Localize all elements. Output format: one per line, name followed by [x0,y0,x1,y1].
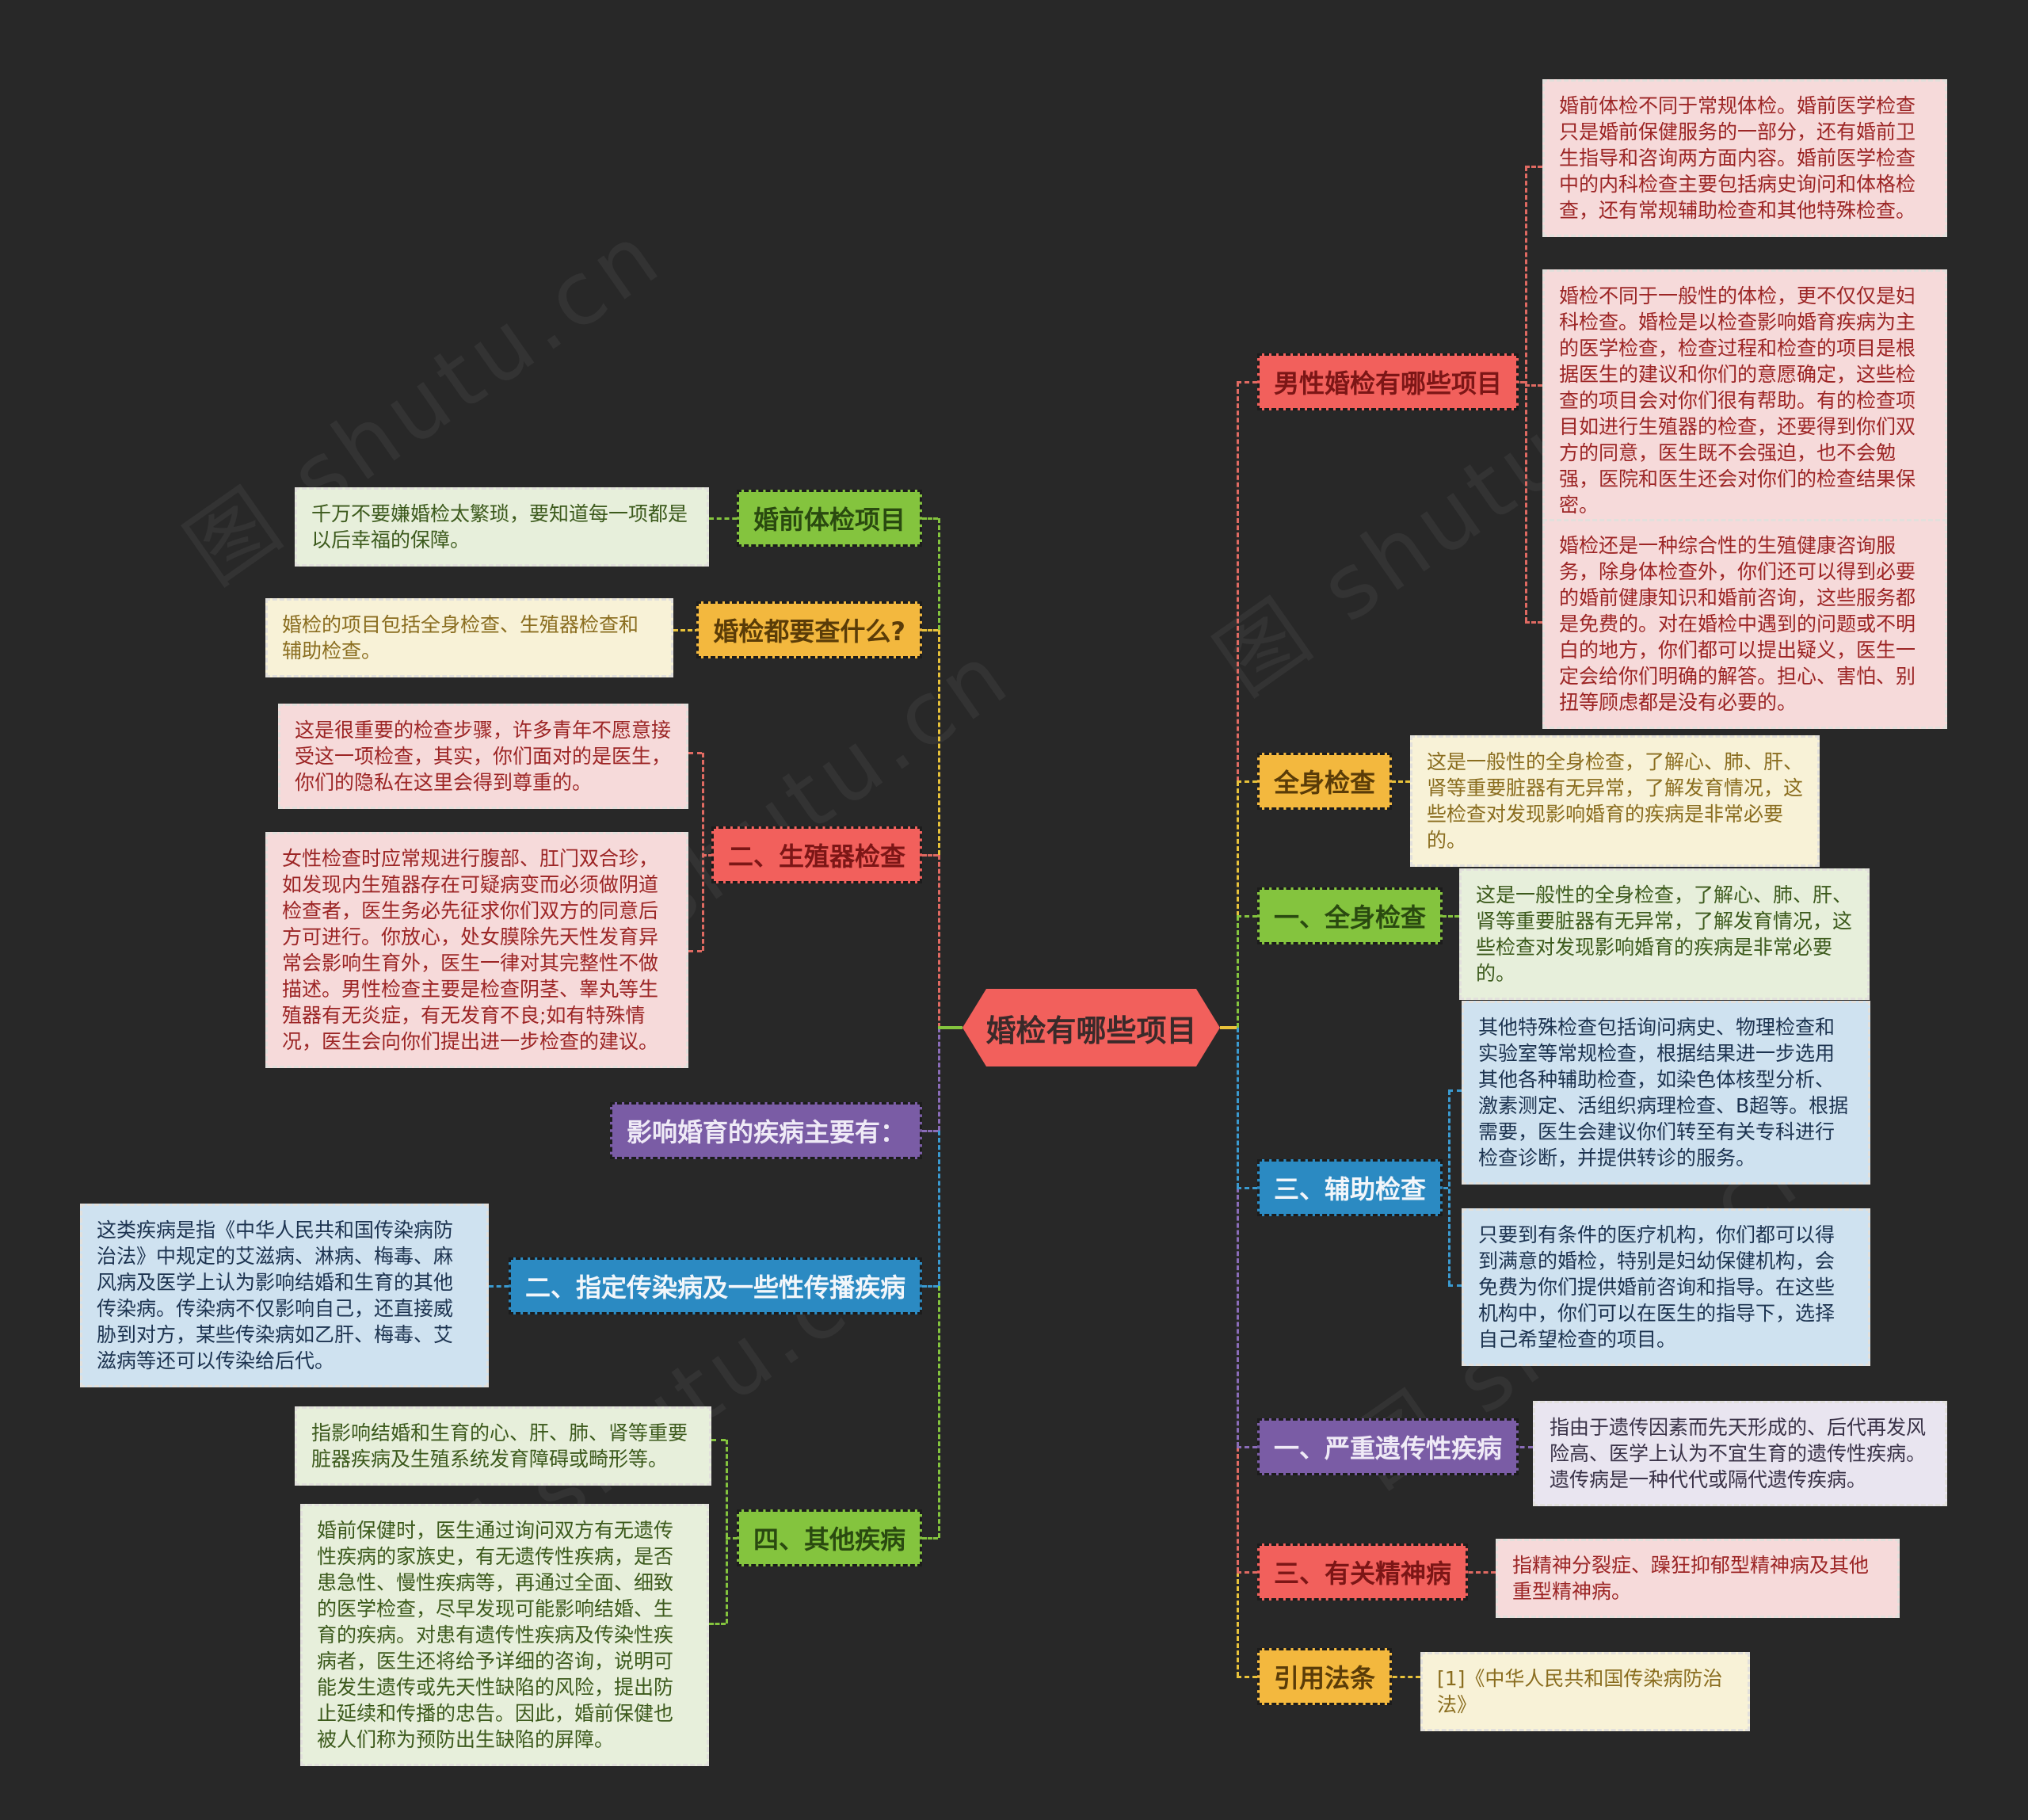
branch-label-designated-infectious-diseases[interactable]: 二、指定传染病及一些性传播疾病 [508,1257,922,1314]
branch-label-what-does-marriage-check[interactable]: 婚检都要查什么? [696,601,922,658]
connector [726,1537,745,1540]
note-genital-exam-detail: 女性检查时应常规进行腹部、肛门双合珍，如发现内生殖器存在可疑病变而必须做阴道检查… [265,832,688,1068]
branch-label-premarital-check-items[interactable]: 婚前体检项目 [736,490,922,547]
connector [922,1130,938,1132]
branch-label-male-check-items[interactable]: 男性婚检有哪些项目 [1257,353,1519,410]
note-full-body-check: 这是一般性的全身检查，了解心、肺、肝、肾等重要脏器有无异常，了解发育情况，这些检… [1410,735,1820,867]
branch-label-mental-illness[interactable]: 三、有关精神病 [1257,1543,1469,1601]
connector [726,1440,728,1624]
connector [938,518,940,630]
branch-label-one-full-body-check[interactable]: 一、全身检查 [1257,887,1443,944]
note-male-check-2: 婚检不同于一般性的体检，更不仅仅是妇科检查。婚检是以检查影响婚育疾病为主的医学检… [1542,269,1947,532]
note-auxiliary-check-1: 其他特殊检查包括询问病史、物理检查和实验室等常规检查，根据结果进一步选用其他各种… [1462,1001,1870,1185]
connector [1384,780,1410,783]
connector [938,1286,940,1538]
note-what-to-check: 婚检的项目包括全身检查、生殖器检查和辅助检查。 [265,598,673,677]
connector [1525,621,1542,624]
connector [1511,1446,1533,1448]
connector [688,950,702,952]
connector [1525,384,1542,387]
connector [922,854,938,857]
connector [922,1537,938,1540]
note-mental-illness: 指精神分裂症、躁狂抑郁型精神病及其他重型精神病。 [1496,1539,1900,1618]
connector [1435,915,1459,918]
connector [1237,1446,1257,1448]
connector [702,753,704,951]
connector [1220,1026,1237,1029]
connector [1237,382,1239,781]
connector [922,517,938,520]
note-auxiliary-check-2: 只要到有条件的医疗机构，你们都可以得到满意的婚检，特别是妇幼保健机构，会免费为你… [1462,1208,1870,1366]
note-male-check-3: 婚检还是一种综合性的生殖健康咨询服务，除身体检查外，你们还可以得到必要的婚前健康… [1542,519,1947,729]
connector [1237,381,1257,383]
note-premarital-importance: 千万不要嫌婚检太繁琐，要知道每一项都是以后幸福的保障。 [295,487,709,567]
note-male-check-1: 婚前体检不同于常规体检。婚前医学检查只是婚前保健服务的一部分，还有婚前卫生指导和… [1542,79,1947,237]
connector [1237,1028,1239,1188]
note-other-diseases-organs: 指影响结婚和生育的心、肝、肺、肾等重要脏器疾病及生殖系统发育障碍或畸形等。 [295,1406,711,1486]
connector [1448,1284,1462,1287]
connector [1237,1187,1257,1189]
connector [938,855,940,1028]
note-genital-exam-step: 这是很重要的检查步骤，许多青年不愿意接受这一项检查，其实，你们面对的是医生，你们… [278,704,688,809]
connector [711,1439,726,1441]
connector [922,629,938,631]
connector [1525,166,1542,168]
branch-label-diseases-affecting-marriage[interactable]: 影响婚育的疾病主要有： [609,1102,922,1159]
connector [709,517,745,520]
note-cited-law: [1]《中华人民共和国传染病防治法》 [1420,1652,1750,1731]
connector [1461,1571,1496,1574]
central-topic[interactable]: 婚检有哪些项目 [963,989,1220,1066]
connector [1385,1676,1420,1678]
connector [1237,781,1239,916]
note-hereditary-disease: 指由于遗传因素而先天形成的、后代再发风险高、医学上认为不宜生育的遗传性疾病。遗传… [1533,1401,1947,1506]
connector [1448,1090,1450,1285]
connector [938,1028,940,1131]
connector [1237,1572,1239,1677]
connector [938,630,940,855]
connector [1237,1447,1239,1572]
connector [1237,1188,1239,1447]
connector [688,752,702,754]
connector [489,1285,517,1288]
branch-label-cited-law[interactable]: 引用法条 [1257,1648,1393,1705]
connector [922,1285,938,1288]
connector [1448,1089,1462,1092]
branch-label-auxiliary-check[interactable]: 三、辅助检查 [1257,1159,1443,1216]
connector [1237,915,1257,918]
connector [938,1131,940,1286]
connector [709,1623,726,1625]
connector [938,1026,963,1029]
connector [1237,780,1257,783]
connector [1237,1676,1257,1678]
connector [1237,916,1239,1028]
branch-label-full-body-check[interactable]: 全身检查 [1257,753,1393,810]
note-infectious-diseases: 这类疾病是指《中华人民共和国传染病防治法》中规定的艾滋病、淋病、梅毒、麻风病及医… [80,1204,489,1387]
branch-label-genital-exam[interactable]: 二、生殖器检查 [711,826,922,883]
branch-label-severe-hereditary-disease[interactable]: 一、严重遗传性疾病 [1257,1418,1519,1475]
connector [702,854,719,857]
branch-label-other-diseases[interactable]: 四、其他疾病 [736,1509,922,1566]
connector [1237,1571,1257,1574]
connector [673,629,707,631]
note-premarital-healthcare: 婚前保健时，医生通过询问双方有无遗传性疾病的家族史，有无遗传性疾病，是否患急性、… [300,1504,709,1766]
connector [1525,166,1527,622]
note-one-full-body-check: 这是一般性的全身检查，了解心、肺、肝、肾等重要脏器有无异常，了解发育情况，这些检… [1459,868,1870,1000]
